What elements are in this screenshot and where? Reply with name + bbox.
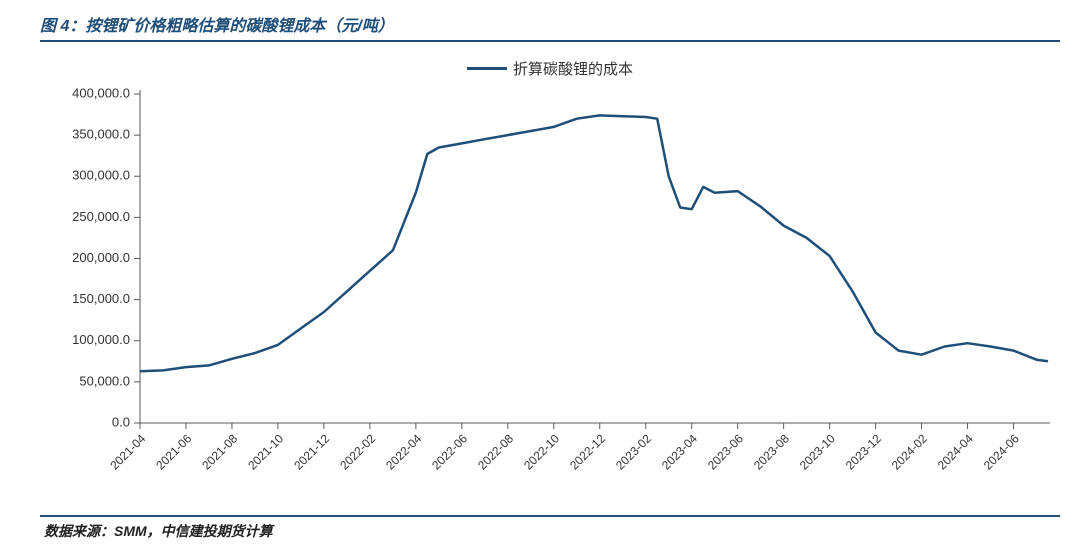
svg-text:2023-12: 2023-12 bbox=[843, 431, 884, 472]
svg-text:0.0: 0.0 bbox=[112, 414, 130, 429]
svg-text:2021-06: 2021-06 bbox=[153, 431, 194, 472]
svg-text:2021-08: 2021-08 bbox=[199, 431, 240, 472]
svg-text:2022-08: 2022-08 bbox=[475, 431, 516, 472]
svg-text:150,000.0: 150,000.0 bbox=[72, 291, 130, 306]
svg-text:2023-04: 2023-04 bbox=[659, 431, 700, 472]
svg-text:2024-04: 2024-04 bbox=[935, 431, 976, 472]
legend: 折算碳酸锂的成本 bbox=[467, 58, 633, 79]
svg-text:400,000.0: 400,000.0 bbox=[72, 85, 130, 100]
svg-text:2021-10: 2021-10 bbox=[245, 431, 286, 472]
svg-text:2023-06: 2023-06 bbox=[705, 431, 746, 472]
svg-text:50,000.0: 50,000.0 bbox=[79, 373, 130, 388]
svg-text:2023-02: 2023-02 bbox=[613, 431, 654, 472]
svg-text:200,000.0: 200,000.0 bbox=[72, 250, 130, 265]
svg-text:2022-02: 2022-02 bbox=[337, 431, 378, 472]
chart-area: 折算碳酸锂的成本 0.0 50,000.0 100,000.0 150,000.0 20… bbox=[40, 48, 1060, 499]
svg-text:2024-06: 2024-06 bbox=[981, 431, 1022, 472]
legend-line-icon bbox=[467, 67, 507, 70]
title-underline bbox=[40, 40, 1060, 42]
figure-container: 图 4：按锂矿价格粗略估算的碳酸锂成本（元/吨） 折算碳酸锂的成本 0.0 50,… bbox=[0, 0, 1080, 559]
svg-text:2022-04: 2022-04 bbox=[383, 431, 424, 472]
line-chart-svg: 0.0 50,000.0 100,000.0 150,000.0 200,000.0 25… bbox=[40, 48, 1060, 499]
svg-text:2021-04: 2021-04 bbox=[107, 431, 148, 472]
svg-text:2023-10: 2023-10 bbox=[797, 431, 838, 472]
svg-text:2022-06: 2022-06 bbox=[429, 431, 470, 472]
svg-text:300,000.0: 300,000.0 bbox=[72, 168, 130, 183]
svg-text:2021-12: 2021-12 bbox=[291, 431, 332, 472]
svg-text:2022-10: 2022-10 bbox=[521, 431, 562, 472]
figure-title: 图 4：按锂矿价格粗略估算的碳酸锂成本（元/吨） bbox=[40, 18, 394, 35]
title-row: 图 4：按锂矿价格粗略估算的碳酸锂成本（元/吨） bbox=[40, 12, 1060, 40]
svg-text:350,000.0: 350,000.0 bbox=[72, 127, 130, 142]
svg-text:2022-12: 2022-12 bbox=[567, 431, 608, 472]
svg-text:100,000.0: 100,000.0 bbox=[72, 332, 130, 347]
svg-text:2024-02: 2024-02 bbox=[889, 431, 930, 472]
legend-label: 折算碳酸锂的成本 bbox=[513, 58, 633, 79]
svg-text:2023-08: 2023-08 bbox=[751, 431, 792, 472]
svg-text:250,000.0: 250,000.0 bbox=[72, 209, 130, 224]
source-text: 数据来源：SMM，中信建投期货计算 bbox=[44, 521, 273, 541]
source-underline bbox=[40, 515, 1060, 517]
